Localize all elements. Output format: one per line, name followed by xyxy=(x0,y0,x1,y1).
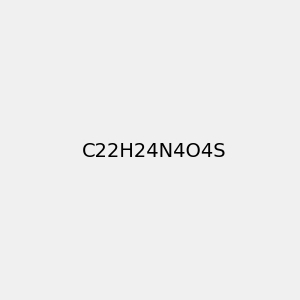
Text: C22H24N4O4S: C22H24N4O4S xyxy=(81,142,226,161)
